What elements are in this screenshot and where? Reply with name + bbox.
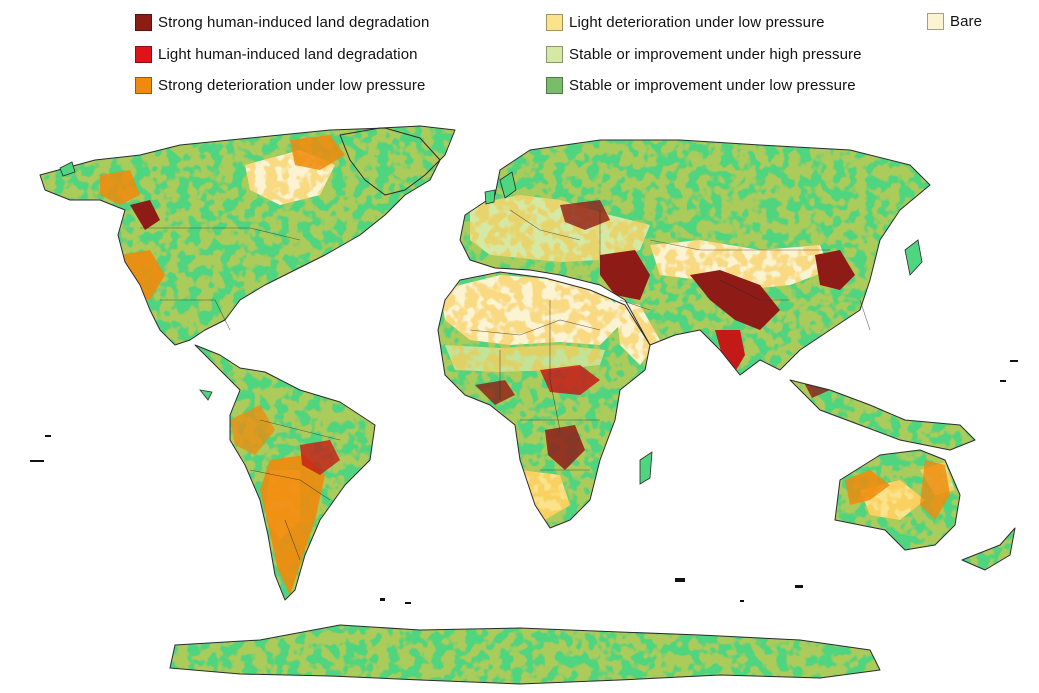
legend-label-bare: Bare: [950, 12, 983, 30]
legend-swatch-strong-det-low: [135, 76, 152, 94]
legend-item-light-human: Light human-induced land degradation: [135, 43, 418, 65]
legend-label-light-det-low: Light deterioration under low pressure: [569, 13, 825, 31]
legend-swatch-bare: [927, 12, 944, 30]
legend-swatch-stable-low: [546, 76, 563, 94]
legend-item-stable-high: Stable or improvement under high pressur…: [546, 43, 862, 65]
legend-label-stable-high: Stable or improvement under high pressur…: [569, 45, 862, 63]
legend-label-strong-det-low: Strong deterioration under low pressure: [158, 76, 426, 94]
legend-label-light-human: Light human-induced land degradation: [158, 45, 418, 63]
legend-swatch-light-det-low: [546, 13, 563, 31]
legend-swatch-stable-high: [546, 45, 563, 63]
legend-item-stable-low: Stable or improvement under low pressure: [546, 74, 856, 96]
legend-item-bare: Bare: [927, 10, 982, 32]
legend-swatch-strong-human: [135, 13, 152, 31]
legend-swatch-light-human: [135, 45, 152, 63]
legend-item-strong-det-low: Strong deterioration under low pressure: [135, 74, 425, 96]
legend-label-strong-human: Strong human-induced land degradation: [158, 13, 430, 31]
legend-item-strong-human: Strong human-induced land degradation: [135, 11, 429, 33]
legend-item-light-det-low: Light deterioration under low pressure: [546, 11, 825, 33]
legend-label-stable-low: Stable or improvement under low pressure: [569, 76, 856, 94]
